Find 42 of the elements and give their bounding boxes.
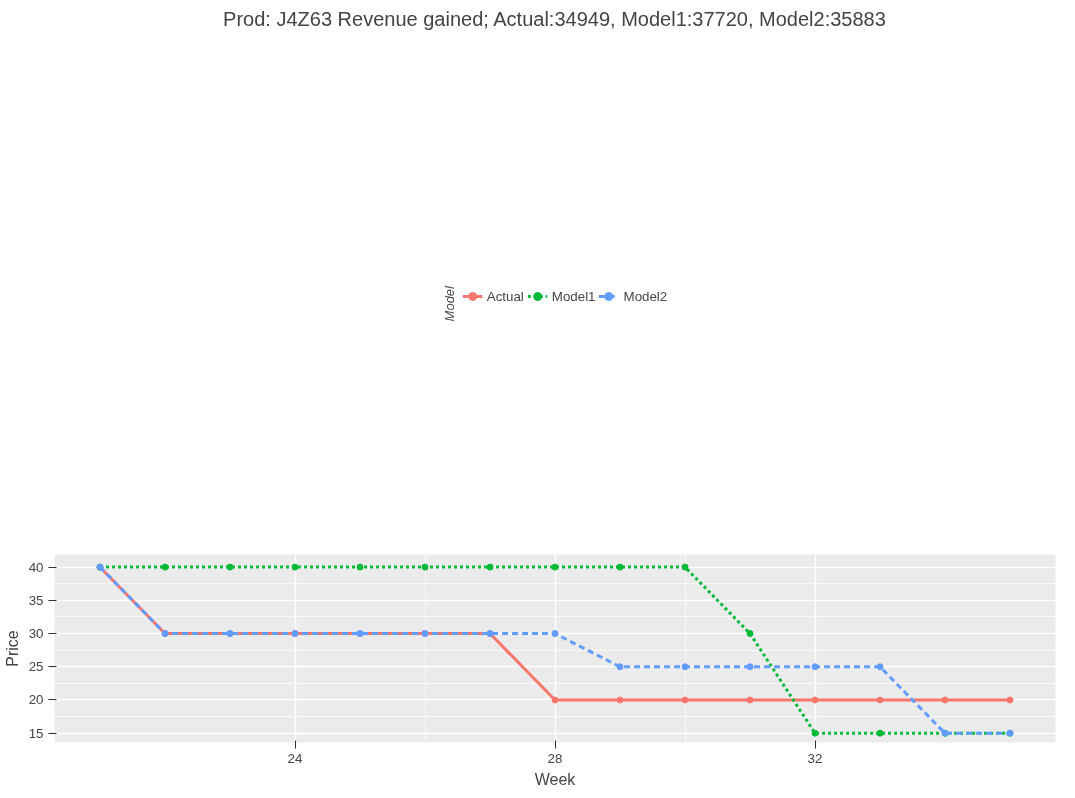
- y-axis-title: Price: [3, 630, 21, 667]
- point: [421, 563, 429, 571]
- point: [356, 563, 364, 571]
- point: [616, 563, 624, 571]
- y-tick-label: 30: [28, 626, 44, 642]
- point: [616, 696, 624, 704]
- point: [681, 663, 689, 671]
- point: [681, 696, 689, 704]
- x-tick-label: 24: [287, 750, 303, 766]
- point: [291, 563, 299, 571]
- point: [551, 696, 559, 704]
- point: [681, 563, 689, 571]
- point: [551, 563, 559, 571]
- point: [811, 663, 819, 671]
- x-axis-title: Week: [534, 770, 577, 788]
- chart-title: Prod: J4Z63 Revenue gained; Actual:34949, Model1:37720, Model2:35883: [223, 7, 886, 30]
- y-tick-label: 20: [28, 692, 44, 708]
- legend-title: Model: [441, 286, 457, 322]
- point: [551, 630, 559, 638]
- x-tick-label: 32: [807, 750, 823, 766]
- legend-label: Model2: [623, 288, 668, 304]
- point: [876, 696, 884, 704]
- point: [876, 729, 884, 737]
- legend-label: Model1: [551, 288, 596, 304]
- point: [616, 663, 624, 671]
- point: [941, 696, 949, 704]
- point: [226, 563, 234, 571]
- y-tick-label: 15: [28, 725, 44, 741]
- point: [811, 696, 819, 704]
- point: [876, 663, 884, 671]
- point: [486, 563, 494, 571]
- point: [811, 729, 819, 737]
- legend-label: Actual: [486, 288, 524, 304]
- point: [1006, 696, 1014, 704]
- y-tick-label: 40: [28, 559, 44, 575]
- x-tick-label: 28: [547, 750, 563, 766]
- y-tick-label: 35: [28, 592, 44, 608]
- y-tick-label: 25: [28, 659, 44, 675]
- point: [161, 563, 169, 571]
- point: [746, 696, 754, 704]
- point: [746, 630, 754, 638]
- point: [746, 663, 754, 671]
